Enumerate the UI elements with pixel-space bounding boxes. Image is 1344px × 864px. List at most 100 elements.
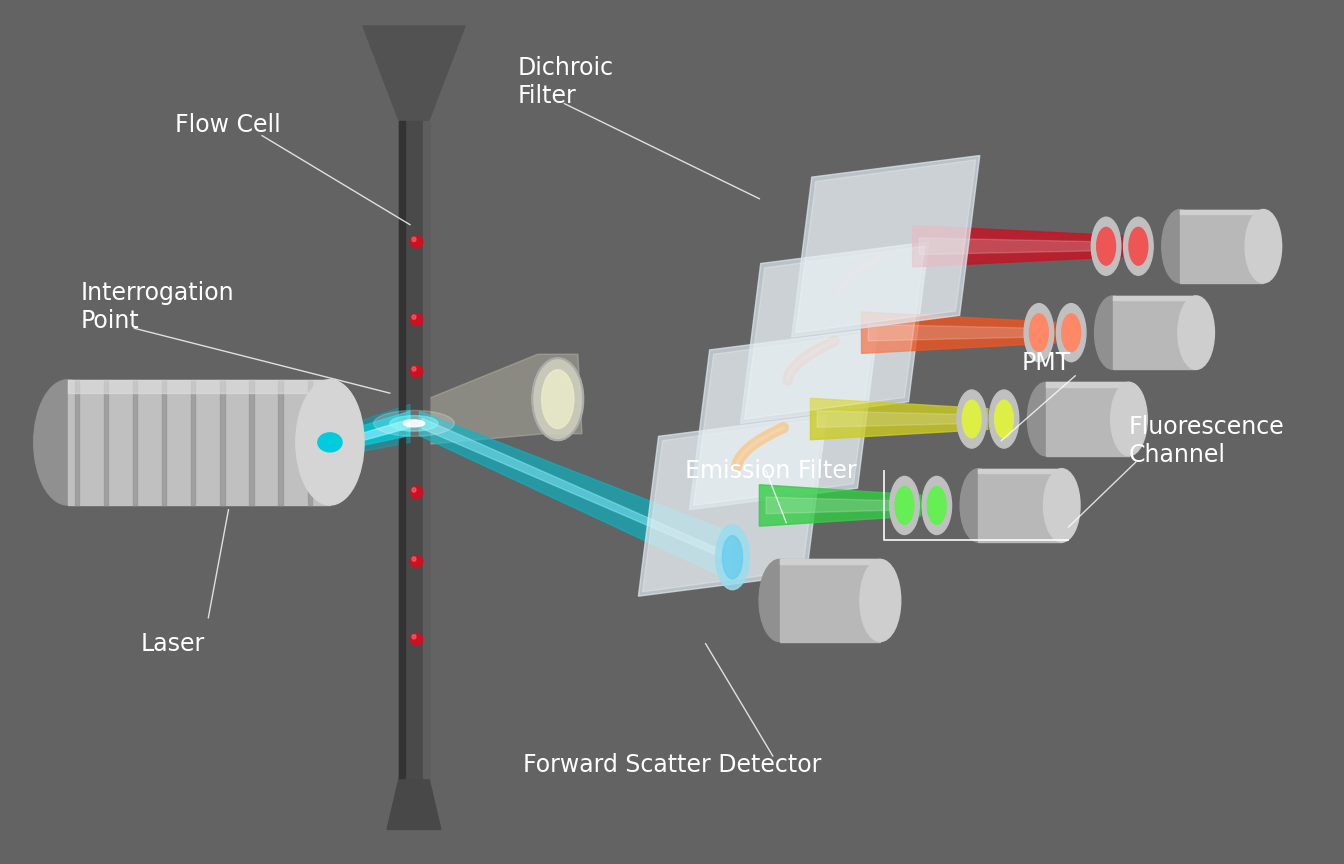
Ellipse shape (759, 560, 800, 641)
Ellipse shape (1177, 295, 1215, 370)
Text: Emission Filter: Emission Filter (685, 459, 857, 483)
Bar (67, 380, 331, 505)
Polygon shape (759, 485, 921, 526)
Polygon shape (642, 419, 823, 592)
Ellipse shape (411, 486, 422, 499)
Text: Laser: Laser (141, 632, 206, 656)
Bar (1046, 383, 1129, 456)
Text: Flow Cell: Flow Cell (175, 113, 281, 137)
Ellipse shape (1091, 217, 1121, 276)
Bar (1180, 210, 1263, 283)
Polygon shape (694, 333, 874, 505)
Polygon shape (792, 156, 980, 337)
Ellipse shape (532, 358, 583, 441)
Polygon shape (745, 246, 925, 419)
Ellipse shape (957, 390, 986, 448)
Polygon shape (419, 411, 732, 581)
Ellipse shape (411, 314, 422, 326)
Polygon shape (336, 411, 410, 451)
Text: Fluorescence
Channel: Fluorescence Channel (1129, 415, 1285, 467)
Ellipse shape (1030, 314, 1048, 352)
Polygon shape (387, 778, 441, 829)
Ellipse shape (374, 410, 454, 436)
Polygon shape (422, 418, 730, 561)
Bar (220, 380, 224, 505)
Ellipse shape (895, 486, 914, 524)
Ellipse shape (542, 370, 574, 429)
Ellipse shape (403, 420, 425, 427)
Polygon shape (978, 468, 1062, 473)
Ellipse shape (1097, 227, 1116, 265)
Polygon shape (868, 324, 1048, 341)
Ellipse shape (722, 536, 742, 579)
Bar (780, 560, 880, 641)
Ellipse shape (411, 634, 417, 639)
Ellipse shape (411, 236, 422, 248)
Ellipse shape (1062, 314, 1081, 352)
Bar (161, 380, 167, 505)
Bar (278, 380, 282, 505)
Polygon shape (913, 226, 1122, 267)
Bar (250, 380, 254, 505)
Text: Interrogation
Point: Interrogation Point (81, 281, 234, 333)
Ellipse shape (922, 476, 952, 535)
Ellipse shape (411, 315, 417, 319)
Bar (399, 121, 405, 778)
Polygon shape (1046, 382, 1129, 387)
Ellipse shape (1024, 303, 1054, 362)
Polygon shape (817, 410, 981, 428)
Polygon shape (421, 354, 582, 445)
Ellipse shape (927, 486, 946, 524)
Ellipse shape (296, 380, 364, 505)
Ellipse shape (317, 433, 341, 452)
Bar (133, 380, 137, 505)
Ellipse shape (960, 468, 997, 543)
Text: PMT: PMT (1021, 351, 1071, 375)
Bar (399, 121, 429, 778)
Ellipse shape (1043, 468, 1081, 543)
Text: Forward Scatter Detector: Forward Scatter Detector (523, 753, 821, 777)
Polygon shape (336, 404, 410, 456)
Ellipse shape (411, 238, 417, 241)
Ellipse shape (411, 487, 417, 492)
Polygon shape (689, 328, 878, 510)
Polygon shape (862, 312, 1055, 353)
Bar (67, 380, 331, 392)
Ellipse shape (34, 380, 102, 505)
Bar (978, 468, 1062, 543)
Polygon shape (638, 415, 827, 596)
Ellipse shape (411, 556, 422, 568)
Bar (1113, 296, 1196, 370)
Ellipse shape (890, 476, 919, 535)
Text: Dichroic
Filter: Dichroic Filter (517, 56, 614, 108)
Bar (74, 380, 79, 505)
Ellipse shape (1094, 295, 1132, 370)
Polygon shape (344, 419, 410, 446)
Ellipse shape (1124, 217, 1153, 276)
Ellipse shape (1161, 210, 1199, 283)
Ellipse shape (1110, 382, 1148, 456)
Bar (191, 380, 195, 505)
Ellipse shape (989, 390, 1019, 448)
Ellipse shape (1129, 227, 1148, 265)
Ellipse shape (411, 557, 417, 562)
Ellipse shape (1245, 210, 1282, 283)
Bar (423, 121, 429, 778)
Ellipse shape (390, 416, 438, 431)
Polygon shape (1180, 210, 1263, 214)
Ellipse shape (860, 560, 900, 641)
Polygon shape (780, 560, 880, 564)
Ellipse shape (995, 400, 1013, 438)
Polygon shape (741, 242, 929, 423)
Polygon shape (766, 497, 914, 514)
Ellipse shape (962, 400, 981, 438)
Ellipse shape (1056, 303, 1086, 362)
Bar (308, 380, 312, 505)
Polygon shape (363, 26, 465, 121)
Ellipse shape (411, 633, 422, 645)
Ellipse shape (411, 365, 422, 378)
Ellipse shape (1027, 382, 1064, 456)
Polygon shape (796, 160, 976, 333)
Polygon shape (1113, 296, 1196, 301)
Ellipse shape (411, 367, 417, 372)
